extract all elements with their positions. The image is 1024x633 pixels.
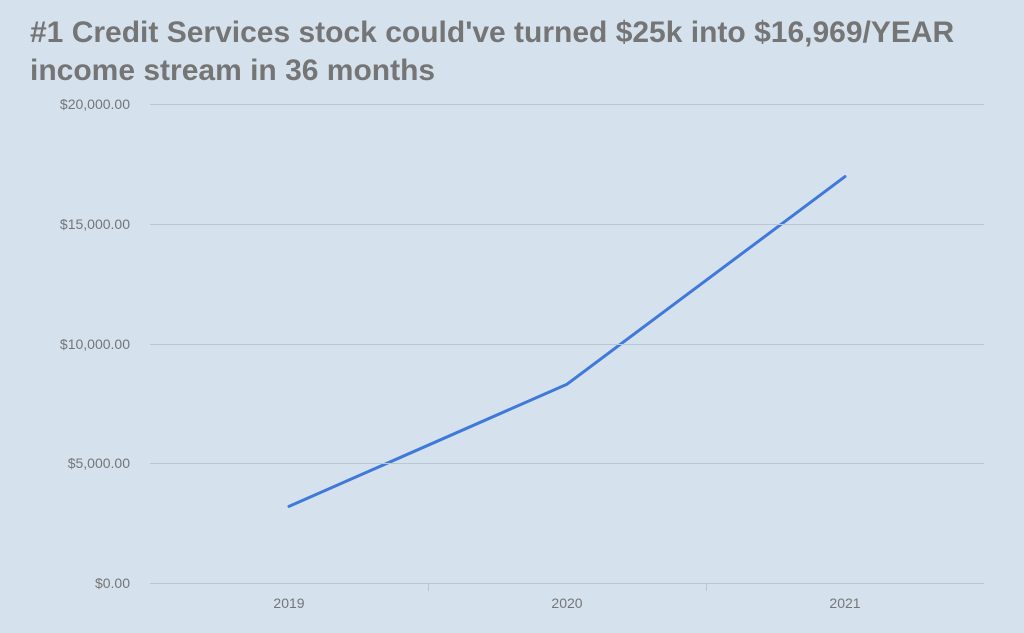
x-tick bbox=[706, 583, 707, 591]
gridline bbox=[150, 463, 984, 464]
plot-area bbox=[150, 104, 984, 583]
gridline bbox=[150, 344, 984, 345]
chart-area: $0.00$5,000.00$10,000.00$15,000.00$20,00… bbox=[30, 104, 994, 623]
data-line bbox=[289, 177, 845, 507]
x-tick bbox=[428, 583, 429, 591]
y-axis-label: $5,000.00 bbox=[68, 455, 130, 471]
y-axis-label: $0.00 bbox=[95, 575, 130, 591]
gridline bbox=[150, 104, 984, 105]
y-axis-label: $15,000.00 bbox=[60, 216, 130, 232]
y-axis-label: $20,000.00 bbox=[60, 96, 130, 112]
x-axis: 2019 2020 2021 bbox=[150, 583, 984, 623]
x-axis-label: 2021 bbox=[829, 595, 860, 611]
y-axis: $0.00$5,000.00$10,000.00$15,000.00$20,00… bbox=[30, 104, 140, 583]
chart-title: #1 Credit Services stock could've turned… bbox=[30, 14, 994, 89]
gridline bbox=[150, 224, 984, 225]
x-axis-label: 2020 bbox=[551, 595, 582, 611]
x-axis-label: 2019 bbox=[273, 595, 304, 611]
y-axis-label: $10,000.00 bbox=[60, 336, 130, 352]
